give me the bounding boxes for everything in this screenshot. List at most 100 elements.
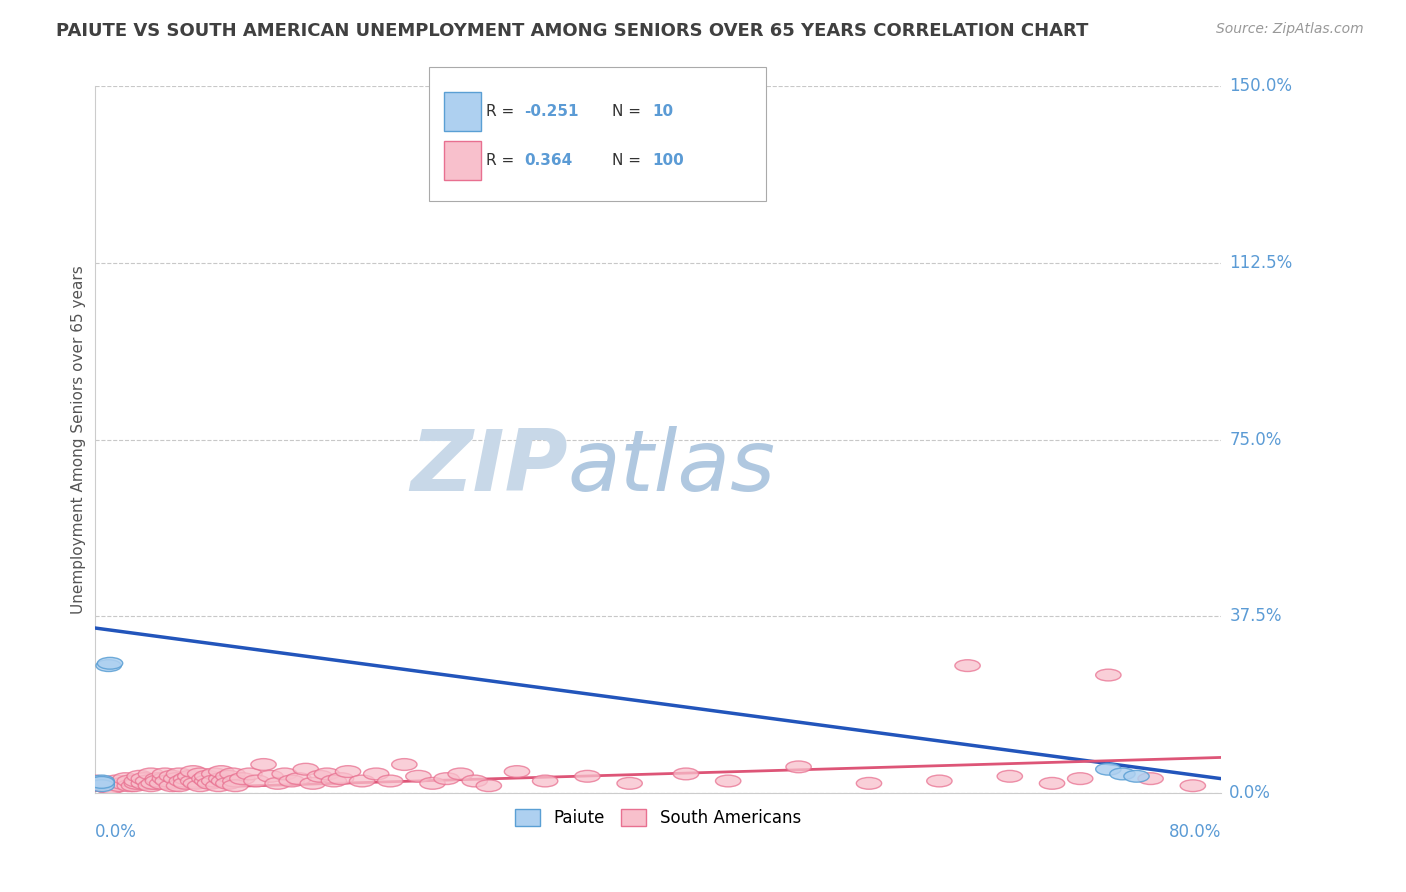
Ellipse shape <box>243 775 269 787</box>
Text: 0.364: 0.364 <box>524 153 572 168</box>
Ellipse shape <box>222 775 247 787</box>
Ellipse shape <box>575 771 600 782</box>
Ellipse shape <box>145 775 170 787</box>
Ellipse shape <box>97 657 122 669</box>
Text: ZIP: ZIP <box>411 426 568 509</box>
Ellipse shape <box>127 771 152 782</box>
Ellipse shape <box>1180 780 1205 791</box>
Ellipse shape <box>145 772 170 785</box>
Ellipse shape <box>138 768 163 780</box>
Ellipse shape <box>236 768 262 780</box>
Text: 37.5%: 37.5% <box>1229 607 1282 625</box>
Ellipse shape <box>208 772 233 785</box>
Ellipse shape <box>121 780 146 791</box>
Ellipse shape <box>89 778 114 789</box>
Ellipse shape <box>107 780 132 791</box>
Ellipse shape <box>336 765 361 778</box>
Ellipse shape <box>673 768 699 780</box>
Ellipse shape <box>1123 771 1149 782</box>
Ellipse shape <box>163 772 188 785</box>
Ellipse shape <box>285 772 311 785</box>
Ellipse shape <box>786 761 811 772</box>
Ellipse shape <box>183 778 208 789</box>
Ellipse shape <box>420 778 446 789</box>
Ellipse shape <box>434 772 460 785</box>
Ellipse shape <box>955 660 980 672</box>
Ellipse shape <box>180 775 205 787</box>
Ellipse shape <box>1109 768 1135 780</box>
Text: R =: R = <box>486 153 520 168</box>
Ellipse shape <box>191 772 217 785</box>
Ellipse shape <box>166 780 191 791</box>
Ellipse shape <box>201 775 226 787</box>
Ellipse shape <box>180 765 205 778</box>
Text: -0.251: -0.251 <box>524 104 579 119</box>
Text: N =: N = <box>612 153 645 168</box>
Ellipse shape <box>229 772 254 785</box>
Ellipse shape <box>89 779 114 790</box>
Ellipse shape <box>117 780 142 791</box>
Ellipse shape <box>364 768 389 780</box>
Ellipse shape <box>131 778 156 789</box>
Ellipse shape <box>194 771 219 782</box>
Ellipse shape <box>211 775 236 787</box>
Ellipse shape <box>89 775 114 787</box>
Ellipse shape <box>124 778 149 789</box>
Ellipse shape <box>1039 778 1064 789</box>
Ellipse shape <box>378 775 404 787</box>
Ellipse shape <box>117 775 142 787</box>
Ellipse shape <box>1095 669 1121 681</box>
Ellipse shape <box>131 772 156 785</box>
Ellipse shape <box>205 780 231 791</box>
Ellipse shape <box>997 771 1022 782</box>
Ellipse shape <box>264 778 290 789</box>
Ellipse shape <box>321 775 347 787</box>
Ellipse shape <box>141 778 166 789</box>
Ellipse shape <box>392 758 418 771</box>
Text: PAIUTE VS SOUTH AMERICAN UNEMPLOYMENT AMONG SENIORS OVER 65 YEARS CORRELATION CH: PAIUTE VS SOUTH AMERICAN UNEMPLOYMENT AM… <box>56 22 1088 40</box>
Ellipse shape <box>187 780 212 791</box>
Ellipse shape <box>96 782 121 794</box>
Ellipse shape <box>215 771 240 782</box>
Ellipse shape <box>89 780 114 791</box>
Text: atlas: atlas <box>568 426 776 509</box>
Ellipse shape <box>257 771 283 782</box>
Legend: Paiute, South Americans: Paiute, South Americans <box>508 803 807 834</box>
Ellipse shape <box>299 778 326 789</box>
Text: Source: ZipAtlas.com: Source: ZipAtlas.com <box>1216 22 1364 37</box>
Ellipse shape <box>278 775 304 787</box>
Ellipse shape <box>505 765 530 778</box>
Ellipse shape <box>197 778 222 789</box>
Ellipse shape <box>350 775 375 787</box>
Text: 75.0%: 75.0% <box>1229 431 1282 449</box>
Ellipse shape <box>271 768 297 780</box>
Ellipse shape <box>173 772 198 785</box>
Ellipse shape <box>1067 772 1092 785</box>
Ellipse shape <box>406 771 432 782</box>
Ellipse shape <box>222 780 247 791</box>
Ellipse shape <box>82 775 107 787</box>
Ellipse shape <box>93 777 118 789</box>
Ellipse shape <box>135 775 160 787</box>
Ellipse shape <box>449 768 474 780</box>
Ellipse shape <box>533 775 558 787</box>
Text: 100: 100 <box>652 153 685 168</box>
Ellipse shape <box>250 758 276 771</box>
Text: 112.5%: 112.5% <box>1229 254 1292 272</box>
Ellipse shape <box>89 777 114 789</box>
Ellipse shape <box>152 772 177 785</box>
Ellipse shape <box>856 778 882 789</box>
Ellipse shape <box>98 782 124 794</box>
Ellipse shape <box>159 771 184 782</box>
Ellipse shape <box>152 768 177 780</box>
Ellipse shape <box>173 778 198 789</box>
Text: 150.0%: 150.0% <box>1229 78 1292 95</box>
Ellipse shape <box>138 780 163 791</box>
Ellipse shape <box>292 764 318 775</box>
Ellipse shape <box>219 768 245 780</box>
Ellipse shape <box>307 771 333 782</box>
Ellipse shape <box>201 768 226 780</box>
Text: 0.0%: 0.0% <box>1229 784 1271 802</box>
Ellipse shape <box>477 780 502 791</box>
Ellipse shape <box>194 775 219 787</box>
